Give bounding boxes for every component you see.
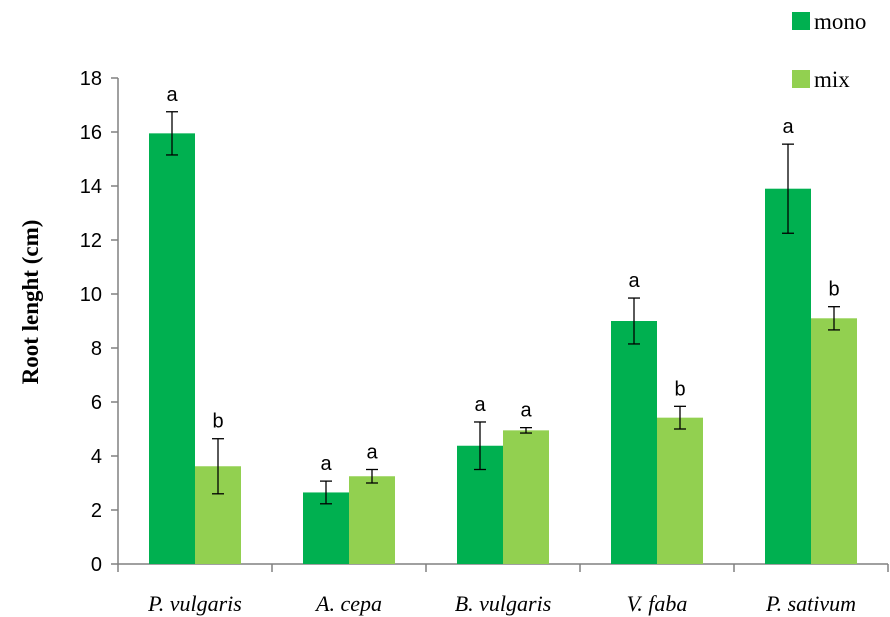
bar-mix [657,417,703,564]
bar-mono [765,188,811,564]
y-tick-label: 14 [80,176,102,198]
significance-label: b [828,279,839,301]
y-tick-label: 8 [91,338,102,360]
y-tick-label: 12 [80,230,102,252]
significance-label: a [366,442,378,464]
bars: a a a a a b a a b b [149,84,857,564]
significance-label: a [628,270,640,292]
x-axis: P. vulgaris A. cepa B. vulgaris V. faba P. s… [117,563,889,616]
bar-mono [611,321,657,564]
legend-swatch-mix [792,70,810,88]
x-category-label: B. vulgaris [455,591,552,616]
significance-label: b [212,411,223,433]
bar-mix [349,476,395,564]
y-axis: 0 2 4 6 8 10 12 14 16 18 [80,68,119,576]
legend: mono mix [792,9,866,92]
x-category-label: P. vulgaris [147,591,242,616]
significance-label: a [474,394,486,416]
y-tick-label: 0 [91,554,102,576]
y-tick-label: 6 [91,392,102,414]
significance-label: a [520,400,532,422]
y-tick-label: 4 [91,446,102,468]
bar-mix [503,430,549,564]
significance-label: b [674,378,685,400]
y-tick-label: 16 [80,122,102,144]
significance-label: a [166,84,178,106]
legend-swatch-mono [792,12,810,30]
significance-label: a [782,116,794,138]
significance-label: a [320,453,332,475]
legend-label-mono: mono [814,9,866,34]
y-axis-label: Root lenght (cm) [18,220,43,385]
bar-mono [149,133,195,564]
y-tick-label: 2 [91,500,102,522]
y-tick-label: 10 [80,284,102,306]
x-category-label: V. faba [627,591,688,616]
x-category-label: A. cepa [314,591,382,616]
bar-mix [811,318,857,564]
legend-label-mix: mix [814,67,850,92]
x-category-label: P. sativum [765,591,856,616]
y-tick-label: 18 [80,68,102,90]
